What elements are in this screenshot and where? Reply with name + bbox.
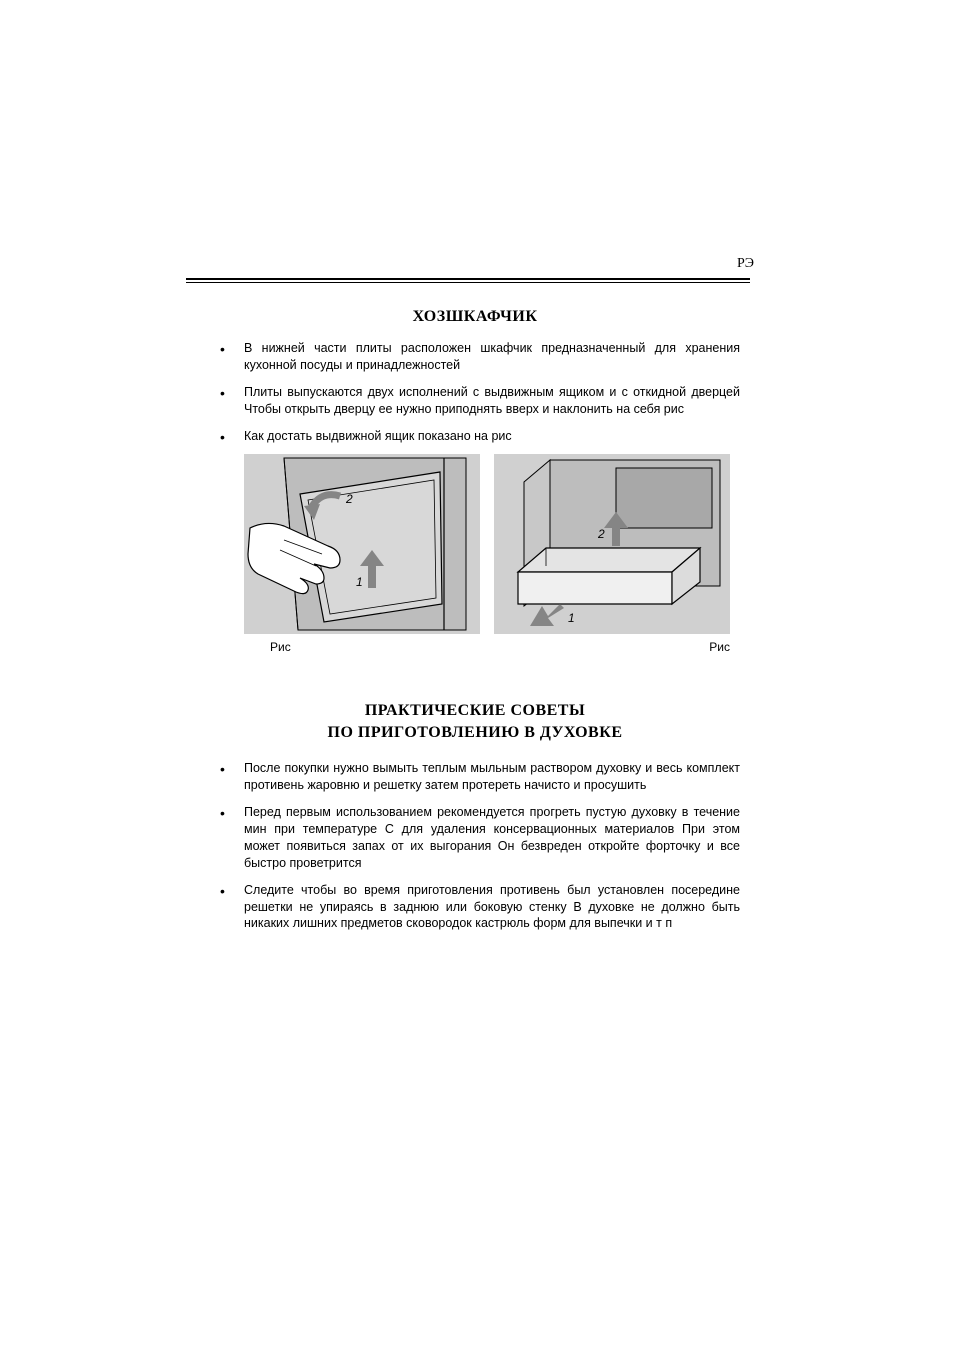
figure-a: 2 1: [244, 454, 480, 634]
list-item: Следите чтобы во время приготовления про…: [210, 882, 740, 933]
bullet-list-1: В нижней части плиты расположен шкафчик …: [210, 340, 740, 444]
section-title-2a: ПРАКТИЧЕСКИЕ СОВЕТЫ: [210, 702, 740, 720]
list-item: После покупки нужно вымыть теплым мыльны…: [210, 760, 740, 794]
figure-label-1: 1: [356, 575, 363, 589]
figure-b: 2 1: [494, 454, 730, 634]
section-title-1: ХОЗШКАФЧИК: [210, 308, 740, 326]
figure-label-2: 2: [597, 527, 605, 541]
figure-a-wrap: 2 1: [244, 454, 480, 634]
section-2: ПРАКТИЧЕСКИЕ СОВЕТЫ ПО ПРИГОТОВЛЕНИЮ В Д…: [210, 702, 740, 932]
list-item: Как достать выдвижной ящик показано на р…: [210, 428, 740, 445]
figure-b-caption: Рис: [709, 640, 730, 654]
list-item: Плиты выпускаются двух исполнений с выдв…: [210, 384, 740, 418]
oven-door-illustration-icon: 2 1: [244, 454, 480, 634]
top-rule: [186, 278, 750, 283]
figure-row: 2 1: [244, 454, 740, 634]
drawer-illustration-icon: 2 1: [494, 454, 730, 634]
list-item: Перед первым использованием рекомендуетс…: [210, 804, 740, 872]
figure-a-caption: Рис: [270, 640, 291, 654]
list-item: В нижней части плиты расположен шкафчик …: [210, 340, 740, 374]
figure-label-2: 2: [345, 492, 353, 506]
page-content: ХОЗШКАФЧИК В нижней части плиты располож…: [210, 300, 740, 942]
figure-b-wrap: 2 1: [494, 454, 730, 634]
figure-captions: Рис Рис: [244, 640, 730, 654]
header-code: РЭ: [737, 256, 754, 272]
bullet-list-2: После покупки нужно вымыть теплым мыльны…: [210, 760, 740, 932]
section-title-2b: ПО ПРИГОТОВЛЕНИЮ В ДУХОВКЕ: [210, 724, 740, 742]
manual-page: РЭ ХОЗШКАФЧИК В нижней части плиты распо…: [0, 0, 954, 1350]
figure-label-1: 1: [568, 611, 575, 625]
